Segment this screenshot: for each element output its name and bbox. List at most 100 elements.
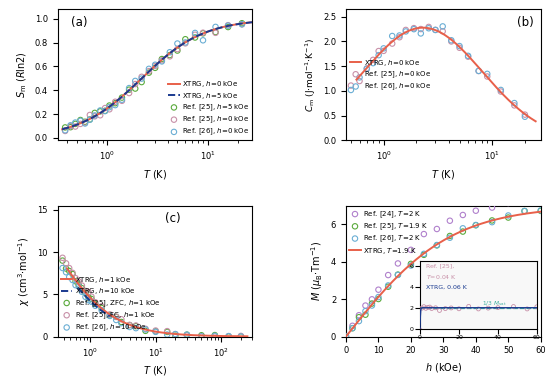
Ref. [25], ZFC, $h$=1 kOe [105,312,114,318]
Ref. [25], ZFC, $h$=1 kOe [81,290,90,296]
Ref. [25], $h$=0 kOe [144,68,153,74]
Ref. [25], $h$=0 kOe [395,34,404,40]
Ref. [26], $h$=0 kOe [520,114,529,120]
Ref. [26], $h$=0 kOe [173,41,182,47]
Ref. [26], $T$=2 K [341,334,350,340]
Ref. [26], $h$=0 kOe [131,78,139,84]
XTRG, $h$=0 kOe [516,108,523,112]
Ref. [25], $h$=0 kOe [379,48,388,54]
Ref. [26], $h$=0 kOe [510,100,519,106]
XTRG, $h$=1 kOe [171,332,178,336]
Ref. [25], $h$=5 kOe [66,124,75,130]
Ref. [25], FC, $h$=1 kOe [141,326,150,332]
XTRG, $h$=5 kOe [59,127,66,131]
Ref. [26], $h$=0 kOe [424,25,433,31]
Ref. [26], $h$=0 kOe [496,87,505,93]
Ref. [25], $h$=0 kOe [199,30,208,36]
Ref. [25], $h$=0 kOe [362,65,371,71]
Ref. [26], $h$=0 kOe [369,60,378,66]
Ref. [25], $h$=0 kOe [111,99,120,105]
Ref. [25], $h$=0 kOe [173,46,182,52]
Ref. [26], $h$=0 kOe [355,74,364,80]
Ref. [25], FC, $h$=1 kOe [197,334,206,340]
Ref. [24], $T$=2 K [384,272,393,278]
Ref. [25], FC, $h$=1 kOe [117,316,126,322]
Ref. [26], $h$=0 kOe [238,21,247,27]
Ref. [26], $h$=10 kOe [71,282,80,288]
Ref. [25], $h$=0 kOe [223,22,232,28]
XTRG, $h$=0 kOe [461,49,467,53]
Ref. [25], $h$=5 kOe [111,100,120,106]
Ref. [25], FC, $h$=1 kOe [77,283,86,289]
Ref. [26], $h$=10 kOe [197,334,206,340]
Ref. [25], $h$=5 kOe [86,117,94,123]
XTRG, $h$=1 kOe [64,267,70,271]
Ref. [25], FC, $h$=1 kOe [112,314,121,320]
Ref. [25], $h$=0 kOe [117,98,126,104]
Ref. [25], ZFC, $h$=1 kOe [65,268,74,274]
Ref. [25], $T$=1.9 K [361,312,370,318]
XTRG, $h$=5 kOe [249,20,256,24]
Ref. [25], $T$=1.9 K [488,217,496,223]
Ref. [26], $h$=10 kOe [65,274,74,280]
Ref. [25], $h$=0 kOe [125,90,133,96]
Ref. [25], FC, $h$=1 kOe [65,265,74,271]
Ref. [26], $h$=10 kOe [91,303,100,309]
Line: XTRG, $h$=10 kOe: XTRG, $h$=10 kOe [78,288,110,316]
Ref. [26], $h$=10 kOe [151,329,160,335]
X-axis label: $T$ (K): $T$ (K) [432,168,456,181]
Ref. [24], $T$=2 K [355,312,363,318]
Ref. [25], $T$=1.9 K [348,325,357,331]
Ref. [25], ZFC, $h$=1 kOe [61,265,70,271]
Ref. [26], $h$=10 kOe [163,332,172,338]
Ref. [25], $h$=0 kOe [66,123,75,129]
XTRG, $h$=5 kOe [220,25,226,29]
Ref. [26], $T$=2 K [355,318,363,324]
Line: XTRG, $h$=0 kOe: XTRG, $h$=0 kOe [356,28,536,121]
Ref. [25], $h$=0 kOe [346,83,355,89]
XTRG, $T$=1.9 K [343,334,350,338]
Ref. [26], $h$=0 kOe [455,43,464,49]
Ref. [25], $h$=0 kOe [105,106,114,112]
Ref. [25], $h$=5 kOe [131,86,139,92]
Ref. [25], $h$=5 kOe [91,110,99,116]
Ref. [26], $T$=2 K [384,282,393,288]
Ref. [26], $h$=0 kOe [117,97,126,103]
Line: XTRG, $h$=5 kOe: XTRG, $h$=5 kOe [62,22,253,129]
XTRG, $T$=1.9 K [462,227,468,232]
Ref. [26], $h$=0 kOe [388,33,396,39]
XTRG, $h$=0 kOe [354,77,360,81]
Ref. [25], $h$=5 kOe [199,30,208,36]
Ref. [26], $h$=0 kOe [91,112,99,118]
XTRG, $h$=0 kOe [505,97,511,102]
Ref. [24], $T$=2 K [361,303,370,309]
Ref. [24], $T$=2 K [406,247,415,253]
X-axis label: $h$ (kOe): $h$ (kOe) [425,361,462,374]
Ref. [25], ZFC, $h$=1 kOe [132,323,141,329]
Ref. [26], $h$=0 kOe [86,117,94,123]
Ref. [24], $T$=2 K [394,261,402,267]
Ref. [26], $h$=10 kOe [61,269,70,275]
Ref. [26], $T$=2 K [504,212,513,218]
Ref. [25], $h$=0 kOe [447,38,456,44]
Ref. [25], ZFC, $h$=1 kOe [224,334,233,340]
Ref. [25], FC, $h$=1 kOe [87,294,96,300]
XTRG, $h$=10 kOe [105,313,111,318]
Ref. [25], $h$=5 kOe [76,117,85,123]
Line: XTRG, $T$=1.9 K: XTRG, $T$=1.9 K [346,212,541,337]
Ref. [26], $h$=0 kOe [76,118,85,124]
Ref. [25], ZFC, $h$=1 kOe [68,271,77,277]
Ref. [26], $h$=0 kOe [158,58,166,64]
XTRG, $h$=1 kOe [240,334,247,338]
Ref. [26], $h$=0 kOe [395,32,404,38]
Ref. [25], $h$=0 kOe [416,26,425,32]
Ref. [25], $T$=1.9 K [536,208,545,214]
Ref. [25], $h$=0 kOe [238,21,247,27]
Ref. [25], FC, $h$=1 kOe [71,275,80,281]
Ref. [26], $T$=2 K [367,303,376,309]
Ref. [26], $T$=2 K [361,308,370,314]
XTRG, $h$=0 kOe [533,119,539,124]
Ref. [25], $T$=1.9 K [341,334,350,340]
Ref. [25], FC, $h$=1 kOe [151,327,160,334]
Ref. [25], $h$=5 kOe [211,29,220,35]
